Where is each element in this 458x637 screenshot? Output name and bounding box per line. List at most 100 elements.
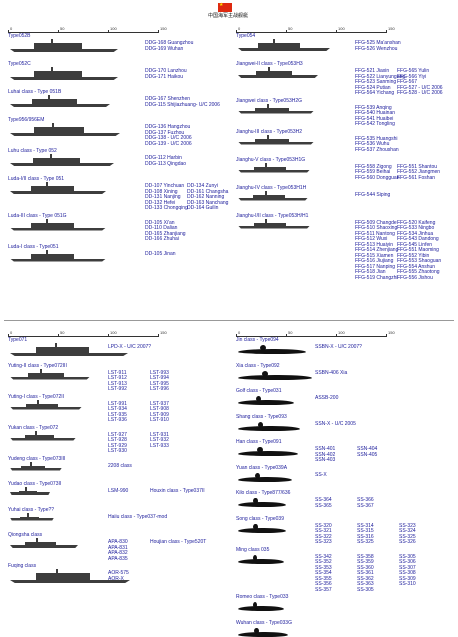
right-top-hull-number: FFG-512 Wuxi — [355, 236, 388, 242]
right-bottom-hull-number: SS-367 — [357, 502, 374, 509]
right-bottom-sub-hull — [238, 400, 294, 405]
right-bottom-hull-number: SS-322 — [315, 533, 332, 540]
right-top-hull-number: FFG-536 Wuhu — [355, 141, 390, 147]
left-bottom-hull-number: LST-929 — [108, 442, 127, 449]
right-top-hull-number: FFG-516 Jiujiang — [355, 258, 394, 264]
right-top-hull-number: FFG-551 Shantou — [397, 163, 438, 170]
left-top-hull-number: DDG-115 Shijiazhuang- U/C 2006 — [145, 101, 220, 108]
left-bottom-hull-number: Houjian class - Type520T — [150, 539, 207, 545]
left-bottom-hull-number: Houxin class - Type037II — [150, 488, 205, 494]
left-bottom-hull-number: APA-830 — [108, 539, 128, 545]
top-left-tick — [58, 30, 59, 33]
right-bottom-hull-number: SS-325 — [357, 539, 374, 545]
right-top-hull-number: FFG-559 Beihai — [355, 169, 391, 175]
left-top-class-label: Luhu class - Type 052 — [8, 148, 57, 154]
right-bottom-hull-number: SS-308 — [399, 570, 416, 576]
right-top-ship-mast — [272, 39, 275, 49]
right-bottom-hull-number: SS-323 — [315, 539, 332, 545]
right-bottom-hull-number: SSN-401 — [315, 446, 336, 452]
left-bottom-hull-number: LST-912 — [108, 375, 127, 381]
right-top-hull-number: FFG-511 Nantong — [355, 230, 395, 237]
left-top-ship-mast — [46, 218, 49, 229]
top-right-tick — [386, 30, 387, 33]
left-top-hull-number: DDG-139 - U/C 2006 — [145, 140, 192, 147]
left-bottom-ship-mast — [35, 430, 38, 439]
bottom-left-tick-label: 100 — [110, 330, 117, 335]
top-right-tick — [236, 30, 237, 33]
top-left-tick-label: 150 — [160, 26, 167, 31]
left-bottom-class-label: Yudeng class - Type073III — [8, 455, 66, 462]
left-top-ship-superstructure — [32, 158, 80, 165]
left-top-hull-number: DDG-169 Wuhan — [145, 45, 184, 52]
right-bottom-hull-number: SS-352 — [315, 559, 332, 565]
bottom-right-tick — [386, 334, 387, 337]
right-top-hull-number: FFG-523 Sanming — [355, 79, 397, 85]
left-bottom-hull-number: LST-910 — [150, 417, 169, 423]
bottom-left-tick-label: 50 — [60, 330, 65, 335]
right-top-class-label: Jianghu-III class - Type053H2 — [236, 128, 303, 135]
right-top-hull-number: FFG-556 Jishou — [397, 274, 433, 281]
right-top-hull-number: FFG-514 Zhenjiang — [355, 247, 399, 253]
right-top-ship-mast — [264, 190, 267, 199]
left-top-hull-number: DDG-171 Haikou — [145, 73, 184, 80]
left-bottom-class-label: Yuting-II class - Type072III — [8, 362, 67, 369]
left-top-hull-number: DDG-138 - U/C 2006 — [145, 135, 192, 141]
right-top-hull-number: FFG-552 Jiangmen — [397, 169, 441, 175]
right-bottom-hull-number: SS-326 — [399, 539, 416, 545]
right-bottom-sub-sail — [253, 523, 258, 529]
right-top-class-label: Jianghu-I/II class - Type053H/H1 — [236, 212, 309, 219]
left-bottom-hull-number: LST-996 — [150, 386, 169, 392]
left-top-hull-number: DD-165 Zhanjiang — [145, 230, 186, 237]
bottom-right-tick — [236, 334, 237, 337]
left-bottom-hull-number: 2208 class — [108, 462, 132, 469]
bottom-right-tick — [336, 334, 337, 337]
left-top-hull-number: DD-105 Jinan — [145, 250, 176, 257]
right-top-ship-superstructure — [253, 166, 287, 172]
left-top-class-label: Type956/956EM — [8, 117, 45, 123]
right-bottom-hull-number: SS-323 — [399, 522, 416, 529]
top-left-ruler — [8, 32, 158, 33]
right-bottom-class-label: Golf class - Type031 — [236, 388, 282, 394]
right-top-hull-number: FFG-544 Siping — [355, 191, 391, 198]
bottom-left-tick — [158, 334, 159, 337]
left-bottom-hull-number: LST-935 — [108, 411, 127, 418]
right-top-hull-number: FFG-541 Huaibei — [355, 115, 394, 122]
left-bottom-hull-number: LST-928 — [108, 437, 127, 443]
top-left-tick-label: 100 — [110, 26, 117, 31]
left-bottom-class-label: Type071 — [8, 337, 28, 343]
left-bottom-ship-mast — [40, 368, 43, 378]
right-bottom-hull-number: SS-320 — [315, 522, 332, 529]
left-top-hull-number: DD-133 Chongqing — [145, 205, 188, 211]
left-bottom-ship-mast — [35, 538, 38, 546]
right-top-hull-number: FFG-551 Maoming — [397, 247, 439, 253]
right-top-hull-number: FFG-534 Jinhua — [397, 230, 434, 237]
left-top-class-label: Type052C — [8, 61, 31, 67]
right-top-hull-number: FFG-510 Shaoxing — [355, 225, 398, 231]
right-top-hull-number: FFG-561 Foshan — [397, 174, 436, 181]
left-bottom-hull-number: APA-831 — [108, 544, 128, 551]
right-bottom-hull-number: SS-353 — [315, 564, 332, 571]
left-top-class-label: Luda-I class - Type051 — [8, 243, 59, 250]
right-bottom-sub-hull — [238, 502, 286, 507]
right-top-hull-number: FFG-515 Xiamen — [355, 252, 394, 259]
left-top-hull-number: DD-162 Nanning — [187, 194, 225, 200]
left-top-ship-superstructure — [33, 71, 83, 79]
right-bottom-sub-sail — [257, 447, 263, 452]
right-bottom-hull-number: SSN-X - U/C 2005 — [315, 420, 356, 427]
right-top-hull-number: FFG-555 Zhaotong — [397, 269, 440, 275]
left-bottom-class-label: Fuqing class — [8, 563, 37, 569]
left-top-class-label: Type052B — [8, 33, 31, 39]
left-top-hull-number: DD-110 Dalian — [145, 225, 178, 231]
right-bottom-hull-number: SS-363 — [357, 581, 374, 587]
left-top-ship-superstructure — [34, 127, 84, 135]
top-left-tick-label: 50 — [60, 26, 65, 31]
right-bottom-hull-number: SS-354 — [315, 570, 332, 576]
right-bottom-hull-number: SS-314 — [357, 522, 374, 529]
left-bottom-ship-superstructure — [35, 347, 90, 355]
left-top-ship-mast — [46, 182, 49, 192]
left-top-ship-superstructure — [32, 99, 77, 106]
right-top-hull-number: FFG-537 Zhoushan — [355, 146, 399, 153]
right-bottom-sub-sail — [259, 345, 266, 350]
left-top-hull-number: DD-134 Zunyi — [187, 183, 218, 189]
left-top-hull-number: DD-108 Xining — [145, 188, 178, 195]
